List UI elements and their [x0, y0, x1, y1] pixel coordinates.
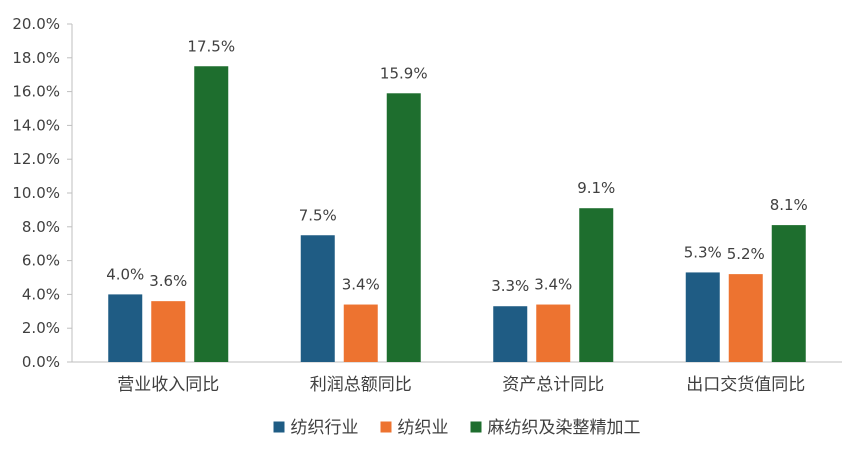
data-label: 7.5%	[299, 206, 337, 224]
axes	[71, 24, 842, 363]
legend-label: 麻纺织及染整精加工	[488, 418, 641, 438]
legend-swatch	[470, 421, 482, 433]
x-category-label: 出口交货值同比	[686, 375, 805, 395]
bar	[343, 304, 378, 362]
y-tick-label: 18.0%	[12, 49, 60, 67]
bar	[685, 272, 720, 362]
category-labels: 营业收入同比 利润总额同比 资产总计同比 出口交货值同比	[117, 375, 805, 395]
data-label: 8.1%	[770, 196, 808, 214]
y-tick-label: 10.0%	[12, 184, 60, 202]
bar	[579, 208, 614, 362]
legend-label: 纺织行业	[291, 418, 359, 438]
legend-swatch	[273, 421, 285, 433]
data-label: 3.4%	[342, 276, 380, 294]
bar	[493, 306, 528, 362]
bar	[771, 225, 806, 362]
data-label: 3.4%	[534, 276, 572, 294]
data-label: 9.1%	[577, 179, 615, 197]
y-tick-label: 2.0%	[22, 319, 60, 337]
x-category-label: 营业收入同比	[117, 375, 219, 395]
y-tick-label: 0.0%	[22, 353, 60, 371]
data-labels: 4.0% 3.6% 17.5% 7.5% 3.4% 15.9% 3.3% 3.4% 9.1% 5.…	[106, 37, 808, 295]
y-tick-label: 12.0%	[12, 150, 60, 168]
y-tick-label: 4.0%	[22, 285, 60, 303]
bar	[536, 304, 571, 362]
bars	[108, 66, 806, 362]
data-label: 5.3%	[684, 243, 722, 261]
legend-label: 纺织业	[398, 418, 449, 438]
data-label: 3.6%	[149, 272, 187, 290]
bar	[728, 274, 763, 362]
y-tick-label: 14.0%	[12, 116, 60, 134]
y-tick-label: 6.0%	[22, 252, 60, 270]
y-tick-label: 16.0%	[12, 83, 60, 101]
x-category-label: 利润总额同比	[310, 375, 412, 395]
bar	[386, 93, 421, 362]
bar	[194, 66, 229, 362]
y-tick-label: 20.0%	[12, 15, 60, 33]
data-label: 5.2%	[727, 245, 765, 263]
y-tick-label: 8.0%	[22, 218, 60, 236]
data-label: 17.5%	[187, 37, 235, 55]
data-label: 3.3%	[491, 277, 529, 295]
bar	[108, 294, 143, 362]
data-label: 4.0%	[106, 265, 144, 283]
data-label: 15.9%	[380, 64, 428, 82]
legend: 纺织行业 纺织业 麻纺织及染整精加工	[273, 418, 641, 438]
legend-swatch	[380, 421, 392, 433]
x-category-label: 资产总计同比	[502, 375, 604, 395]
y-axis-ticks: 0.0% 2.0% 4.0% 6.0% 8.0% 10.0% 12.0% 14.0% 16.0%…	[12, 15, 72, 371]
bar	[151, 301, 186, 362]
bar	[300, 235, 335, 362]
